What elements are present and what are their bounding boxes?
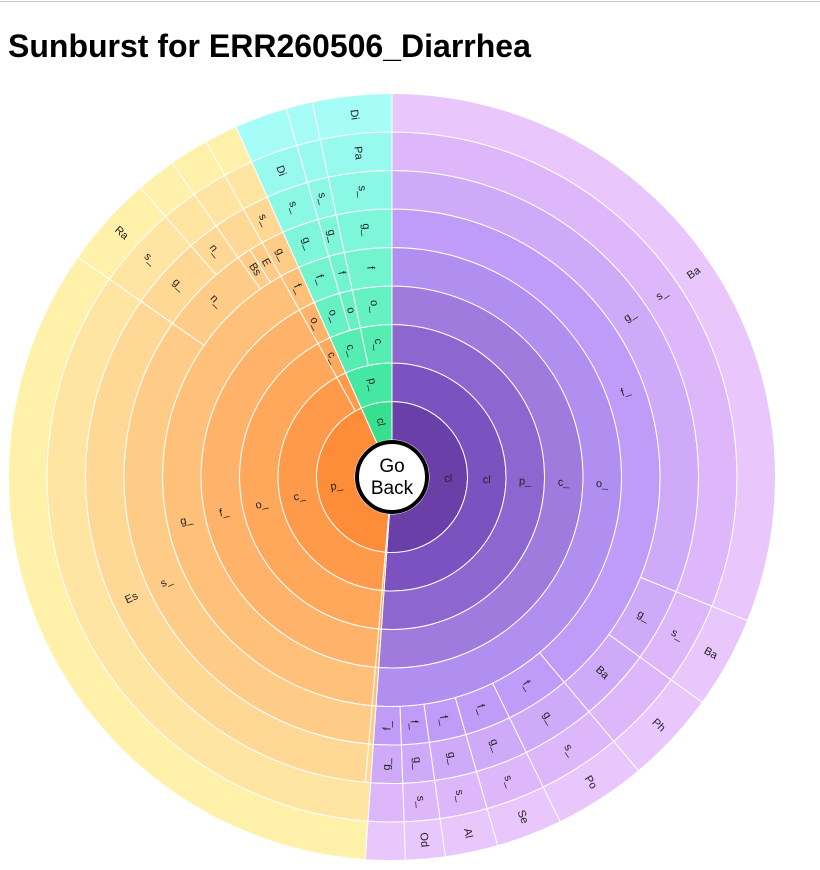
sunburst-segment-label: g_ <box>325 228 340 244</box>
sunburst-segment-label: o_ <box>326 308 342 324</box>
sunburst-segment-label: g_ <box>487 737 503 754</box>
sunburst-segment-label: c_ <box>343 343 358 359</box>
sunburst-segment-label: g_ <box>359 223 372 237</box>
sunburst-segment-label: g_ <box>299 235 315 251</box>
sunburst-segment-label: f_ <box>381 720 393 730</box>
sunburst-segment-label: f <box>364 266 376 271</box>
sunburst-arcs <box>8 92 776 861</box>
sunburst-segment-label: o_ <box>307 315 324 332</box>
sunburst-segment-label: g_ <box>381 757 393 770</box>
sunburst-segment-label: s_ <box>414 795 427 808</box>
sunburst-segment-label: cl <box>374 417 387 427</box>
sunburst-segment-label: c_ <box>292 489 307 503</box>
sunburst-segment-label: Al <box>461 827 475 839</box>
sunburst-segment-label: o <box>344 306 357 315</box>
sunburst-segment[interactable] <box>364 820 406 861</box>
sunburst-segment-label: g_ <box>411 757 424 771</box>
sunburst-segment-label: s_ <box>355 185 368 199</box>
sunburst-segment-label: Pa <box>351 146 364 162</box>
sunburst-segment-label: Di <box>273 164 288 178</box>
sunburst-segment-label: cl <box>444 473 452 485</box>
sunburst-segment-label: g_ <box>445 751 459 766</box>
go-back-label-line1[interactable]: Go <box>379 456 404 477</box>
sunburst-segment-label: cl <box>483 474 491 486</box>
sunburst-segment-label: c_ <box>372 338 385 352</box>
sunburst-segment-label: s_ <box>453 789 467 804</box>
sunburst-segment-label: f_ <box>218 506 230 520</box>
sunburst-segment-label: o_ <box>368 299 381 313</box>
go-back-label-line2[interactable]: Back <box>371 478 414 499</box>
sunburst-segment-label: Es <box>123 590 140 607</box>
sunburst-segment-label: p_ <box>329 479 344 493</box>
sunburst-segment-label: c_ <box>558 477 571 489</box>
go-back-circle[interactable] <box>355 440 429 514</box>
sunburst-segment-label: p_ <box>365 377 379 392</box>
sunburst-segment-label: s_ <box>315 191 330 206</box>
sunburst-segment-label: f_ <box>437 715 451 727</box>
sunburst-segment[interactable] <box>311 92 393 141</box>
sunburst-segment-label: g_ <box>179 513 194 527</box>
sunburst-segment-label: s_ <box>501 774 517 790</box>
sunburst-segment-label: g_ <box>273 246 290 263</box>
go-back-button[interactable]: Go Back <box>355 440 429 514</box>
sunburst-segment-label: Od <box>417 832 430 848</box>
sunburst-segment-label: o_ <box>596 478 610 490</box>
sunburst-segment-label: o_ <box>254 497 269 511</box>
sunburst-segment-label: p_ <box>519 475 533 487</box>
top-divider <box>0 1 820 2</box>
sunburst-segment-label: Di <box>348 109 361 121</box>
sunburst-segment-label: f_ <box>407 720 420 731</box>
sunburst-segment-label: f <box>335 270 348 277</box>
sunburst-segment-label: Se <box>515 809 531 826</box>
page-title: Sunburst for ERR260506_Diarrhea <box>8 28 531 64</box>
sunburst-segment-label: s_ <box>286 200 302 216</box>
sunburst-segment[interactable] <box>367 782 405 823</box>
